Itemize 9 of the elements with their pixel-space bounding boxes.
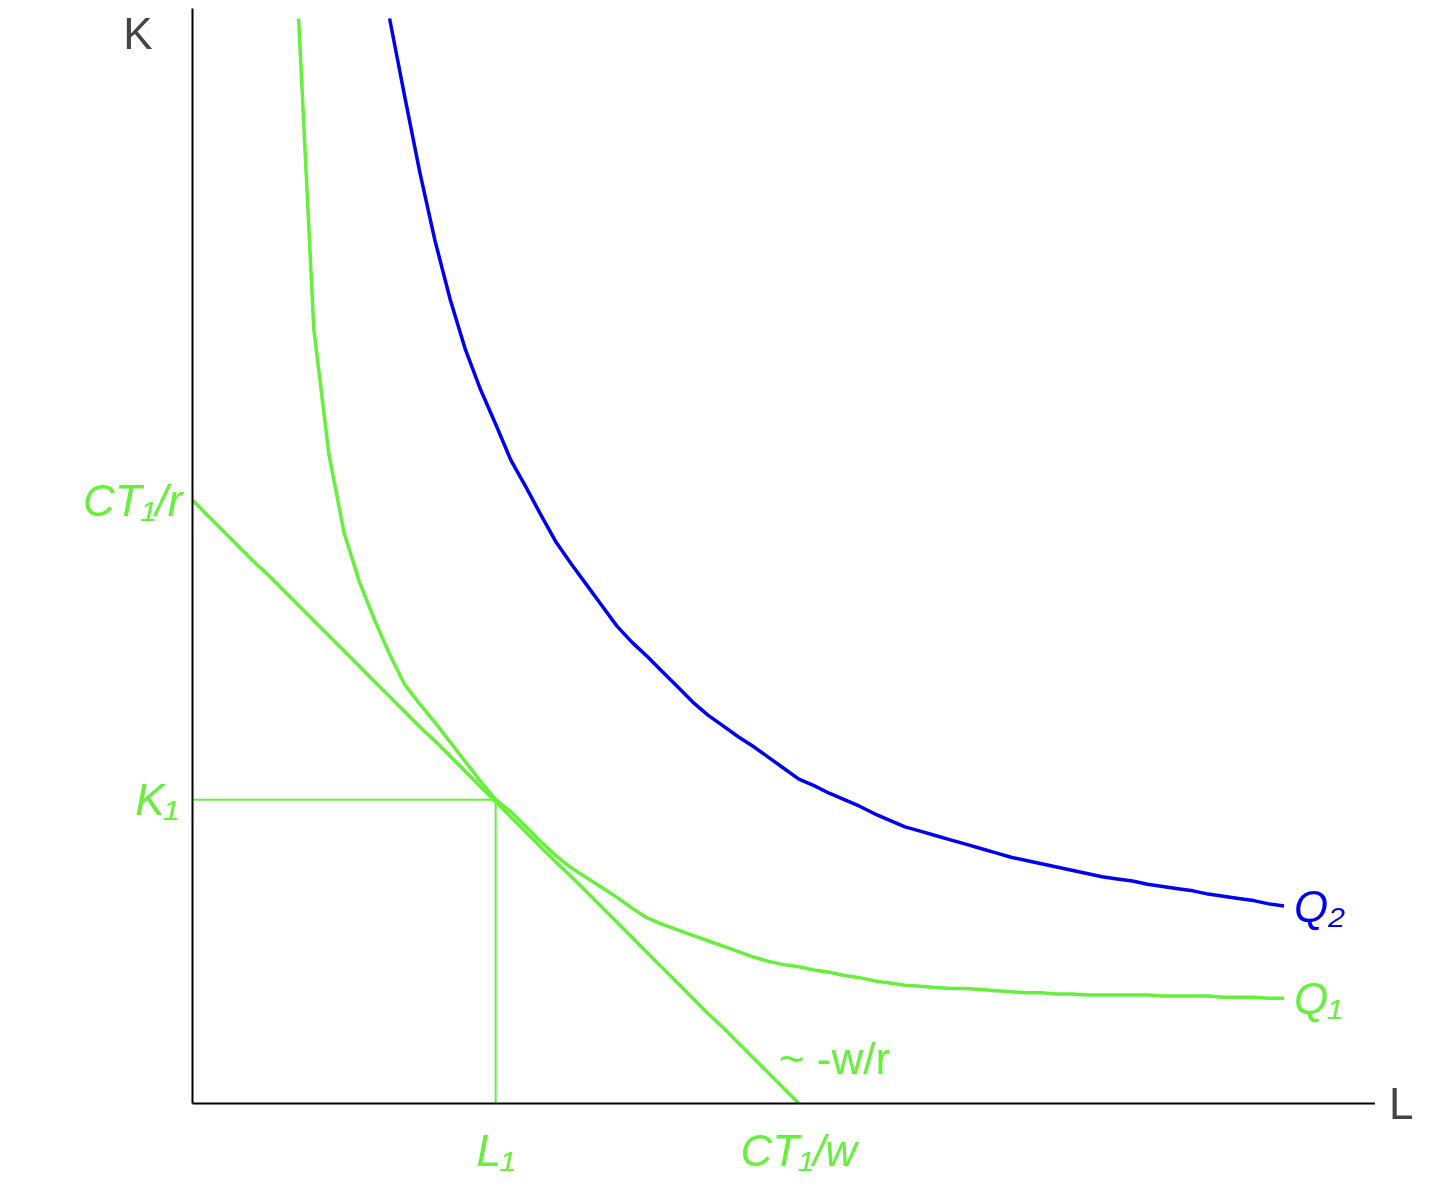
ref-line-label: K₁: [135, 775, 179, 825]
series-label: ~ -w/r: [778, 1034, 891, 1083]
x-tick-label: CT₁/w: [740, 1125, 861, 1175]
x-tick-label: L₁: [476, 1125, 515, 1175]
series-label: Q₁: [1293, 973, 1343, 1023]
x-axis-title: L: [1388, 1079, 1414, 1128]
y-axis-title: K: [123, 8, 153, 58]
series-label: Q₂: [1293, 881, 1346, 931]
text: CT₁/r: [83, 475, 185, 525]
